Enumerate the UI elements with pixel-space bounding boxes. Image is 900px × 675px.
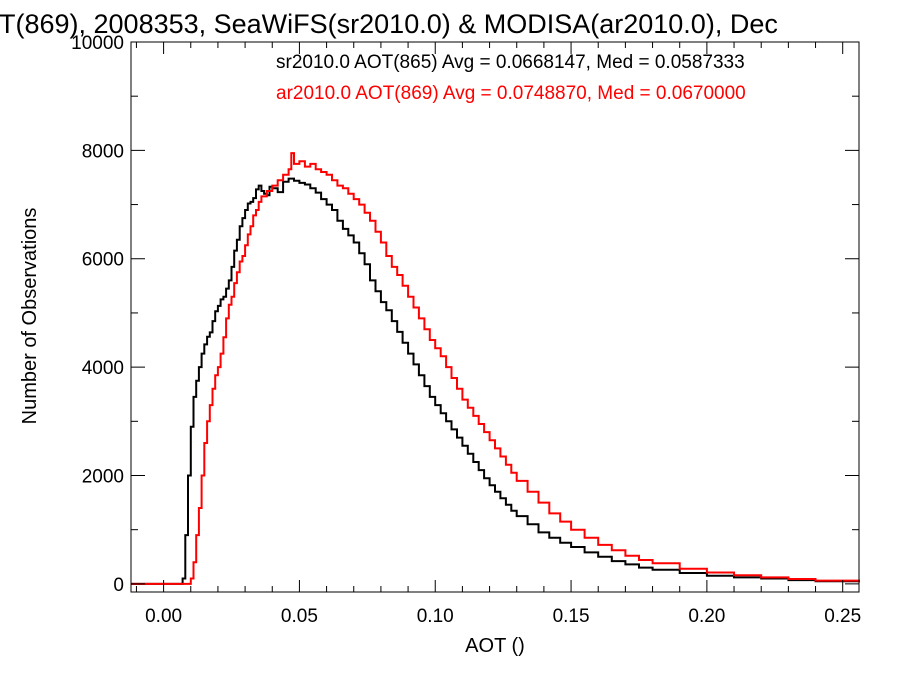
annotation-red: ar2010.0 AOT(869) Avg = 0.0748870, Med =… [276,83,746,104]
y-ticks: 0 2000 4000 6000 8000 10000 [71,33,859,596]
x-axis-label: AOT () [465,635,525,657]
y-tick-label: 2000 [82,466,124,487]
x-tick-label: 0.10 [417,606,454,627]
series-layer [131,152,860,585]
y-tick-label: 10000 [71,33,124,54]
y-tick-label: 4000 [82,358,124,379]
x-ticks: 0.00 0.05 0.10 0.15 0.20 0.25 [135,42,861,627]
x-tick-label: 0.15 [553,606,590,627]
y-tick-label: 0 [113,575,124,596]
y-tick-label: 8000 [82,141,124,162]
x-tick-label: 0.20 [688,606,725,627]
plot-frame [130,41,860,593]
series-line-red [131,152,860,585]
annotation-black: sr2010.0 AOT(865) Avg = 0.0668147, Med =… [276,52,745,73]
chart-title: OT(869), 2008353, SeaWiFS(sr2010.0) & MO… [0,9,778,39]
x-tick-label: 0.25 [824,606,861,627]
y-axis-label: Number of Observations [19,208,41,425]
x-tick-label: 0.00 [145,606,182,627]
series-line-black [131,177,860,585]
x-tick-label: 0.05 [281,606,318,627]
y-tick-label: 6000 [82,250,124,271]
